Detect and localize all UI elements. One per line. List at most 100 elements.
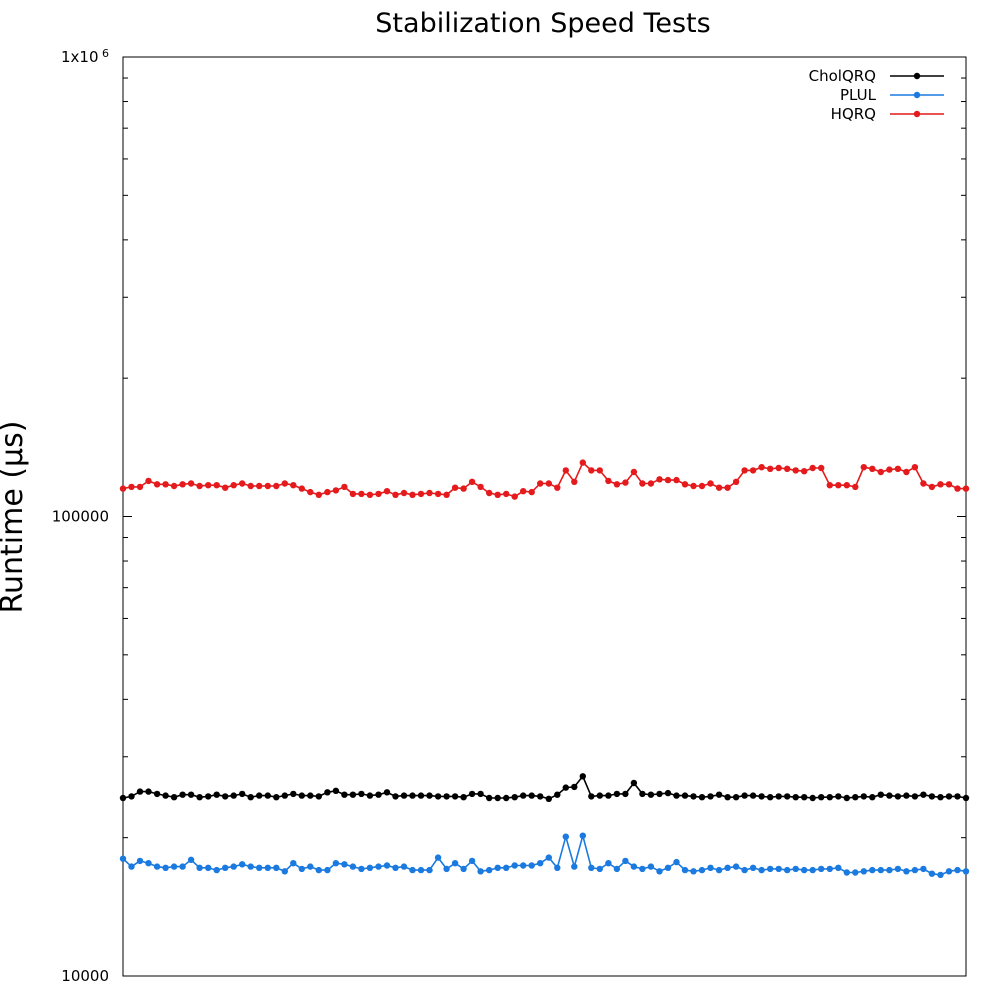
data-point [962, 868, 970, 875]
data-point [349, 863, 357, 870]
data-point [358, 865, 365, 873]
data-point [715, 866, 723, 874]
data-point [732, 863, 740, 870]
data-point [392, 864, 399, 871]
data-point [290, 790, 297, 798]
data-point [698, 794, 706, 801]
data-point [477, 868, 484, 875]
data-point [605, 860, 612, 867]
data-point [136, 857, 144, 865]
data-point [630, 863, 638, 870]
data-point [732, 478, 740, 485]
data-point [307, 863, 314, 870]
data-point [162, 792, 169, 799]
data-point [332, 860, 340, 867]
y-ticks: 10000 100000 1x10 6 [52, 47, 966, 985]
data-point [451, 484, 459, 491]
data-point [426, 866, 433, 874]
data-point [486, 794, 493, 802]
data-point [468, 790, 476, 798]
data-point [239, 790, 246, 798]
data-point [375, 863, 382, 870]
data-point [784, 866, 791, 874]
data-point [332, 787, 340, 794]
data-point [681, 792, 689, 799]
data-point [809, 464, 816, 472]
data-point [170, 482, 178, 490]
data-point [366, 864, 374, 871]
data-point [928, 793, 936, 800]
data-point [647, 480, 655, 487]
data-point [213, 791, 220, 798]
data-point [383, 488, 391, 495]
data-point [273, 794, 280, 801]
data-point [205, 864, 212, 871]
data-point [673, 792, 680, 799]
data-point [962, 485, 970, 492]
data-point [222, 793, 229, 800]
data-point [877, 791, 884, 798]
data-point [119, 485, 127, 492]
data-point [954, 866, 961, 874]
data-point [809, 866, 816, 874]
data-point [690, 868, 697, 875]
data-point [639, 790, 646, 798]
data-point [605, 792, 612, 799]
data-point [179, 481, 186, 488]
data-point [247, 863, 254, 870]
data-point [494, 864, 501, 871]
data-point [503, 490, 510, 498]
data-point [664, 789, 672, 797]
legend-label: CholQRQ [809, 67, 876, 85]
data-point [767, 865, 774, 873]
series-plul [119, 832, 970, 879]
data-point [358, 490, 365, 498]
data-point [511, 862, 518, 869]
data-point [588, 864, 595, 871]
data-point [179, 863, 186, 870]
data-point [256, 482, 263, 490]
data-point [767, 794, 774, 801]
data-point [426, 489, 433, 497]
data-point [281, 792, 288, 799]
legend-marker [913, 91, 921, 99]
series-line [122, 774, 967, 800]
data-point [528, 792, 535, 799]
data-point [460, 485, 467, 492]
data-point [187, 791, 195, 798]
data-point [128, 793, 135, 800]
data-point [647, 863, 655, 870]
data-point [673, 476, 680, 484]
data-point [562, 833, 569, 840]
data-point [247, 794, 254, 801]
data-point [341, 483, 348, 491]
data-point [860, 868, 867, 875]
data-point [596, 792, 603, 799]
data-point [954, 793, 961, 800]
data-point [877, 468, 884, 476]
data-point [792, 467, 799, 474]
data-point [741, 467, 748, 474]
data-point [426, 792, 433, 799]
data-point [843, 794, 850, 802]
data-point [264, 864, 271, 871]
data-point [239, 861, 246, 868]
data-point [639, 480, 646, 487]
data-point [503, 864, 510, 871]
data-point [707, 864, 714, 871]
data-point [273, 864, 280, 871]
data-point [324, 789, 331, 796]
data-point [852, 869, 859, 876]
data-point [911, 464, 919, 471]
data-point [528, 488, 535, 496]
data-point [707, 480, 714, 487]
data-point [860, 464, 867, 471]
data-point [784, 793, 791, 800]
data-point [349, 791, 357, 798]
data-point [562, 467, 569, 474]
data-point [119, 794, 127, 802]
data-point [843, 869, 850, 876]
data-point [869, 465, 876, 472]
data-point [622, 857, 629, 865]
